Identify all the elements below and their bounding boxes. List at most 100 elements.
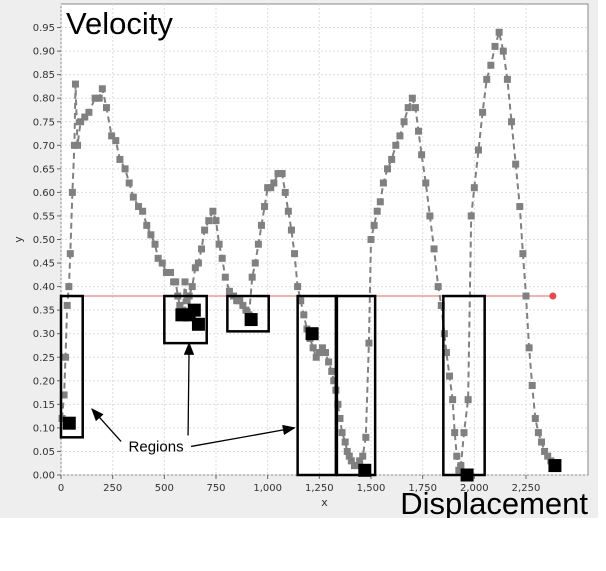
data-point bbox=[467, 212, 475, 220]
data-point bbox=[531, 414, 539, 422]
data-point bbox=[508, 118, 516, 126]
data-point bbox=[68, 188, 76, 196]
data-point bbox=[474, 146, 482, 154]
data-point bbox=[278, 170, 286, 178]
data-point bbox=[194, 259, 202, 267]
data-point bbox=[287, 226, 295, 234]
data-point bbox=[261, 203, 269, 211]
data-point bbox=[172, 278, 180, 286]
data-point bbox=[315, 349, 323, 357]
region-box bbox=[442, 294, 486, 477]
annotation-layer: Regions bbox=[91, 341, 296, 455]
data-point bbox=[95, 94, 103, 102]
data-point bbox=[236, 297, 244, 305]
data-point bbox=[411, 104, 419, 112]
x-tick-label: 1,750 bbox=[408, 483, 437, 494]
data-point bbox=[446, 372, 454, 380]
data-point bbox=[418, 151, 426, 159]
x-tick-label: 250 bbox=[103, 483, 122, 494]
highlight-point bbox=[358, 463, 372, 477]
data-point bbox=[528, 382, 536, 390]
data-point bbox=[318, 344, 326, 352]
data-point bbox=[388, 155, 396, 163]
data-point bbox=[457, 462, 465, 470]
y-tick-label: 0.00 bbox=[33, 471, 55, 482]
data-point bbox=[362, 433, 370, 441]
region-layer bbox=[59, 294, 486, 477]
data-point bbox=[300, 311, 308, 319]
data-point bbox=[81, 113, 89, 121]
data-point bbox=[328, 367, 336, 375]
y-tick-label: 0.15 bbox=[33, 400, 55, 411]
data-point bbox=[491, 42, 499, 50]
data-point bbox=[408, 94, 416, 102]
x-tick-label: 2,000 bbox=[460, 483, 489, 494]
y-tick-label: 0.90 bbox=[33, 47, 55, 58]
data-point bbox=[147, 231, 155, 239]
data-point bbox=[257, 221, 265, 229]
data-point bbox=[71, 80, 79, 88]
data-point bbox=[254, 240, 262, 248]
data-point bbox=[341, 438, 349, 446]
region-box bbox=[335, 294, 377, 477]
data-point bbox=[479, 108, 487, 116]
data-point bbox=[125, 179, 133, 187]
data-point bbox=[422, 179, 430, 187]
y-tick-label: 0.25 bbox=[33, 353, 55, 364]
data-point bbox=[121, 165, 129, 173]
x-tick-label: 750 bbox=[206, 483, 225, 494]
data-point bbox=[519, 250, 527, 258]
regions-annotation: Regions bbox=[129, 438, 184, 455]
data-point bbox=[167, 268, 175, 276]
data-point bbox=[297, 297, 305, 305]
data-point bbox=[129, 193, 137, 201]
x-tick-label: 2,250 bbox=[512, 483, 541, 494]
data-point bbox=[534, 429, 542, 437]
data-point bbox=[460, 429, 468, 437]
data-point bbox=[330, 377, 338, 385]
y-tick-label: 0.50 bbox=[33, 235, 55, 246]
data-point bbox=[143, 221, 151, 229]
data-point bbox=[470, 184, 478, 192]
data-point bbox=[415, 127, 423, 135]
data-point bbox=[343, 447, 351, 455]
data-point bbox=[239, 301, 247, 309]
data-point bbox=[373, 207, 381, 215]
y-tick-label: 0.40 bbox=[33, 282, 55, 293]
x-tick-label: 500 bbox=[155, 483, 174, 494]
data-point bbox=[487, 61, 495, 69]
data-point bbox=[251, 259, 259, 267]
data-point bbox=[85, 108, 93, 116]
data-point bbox=[365, 339, 373, 347]
data-point bbox=[541, 447, 549, 455]
data-point bbox=[453, 452, 461, 460]
data-point bbox=[154, 254, 162, 262]
data-point bbox=[225, 287, 233, 295]
data-point bbox=[270, 179, 278, 187]
y-tick-label: 0.95 bbox=[33, 23, 55, 34]
x-tick-label: 1,250 bbox=[305, 483, 334, 494]
data-point bbox=[538, 438, 545, 446]
data-point bbox=[66, 250, 74, 258]
highlight-point bbox=[62, 416, 76, 430]
data-point bbox=[248, 273, 256, 281]
data-point bbox=[139, 207, 147, 215]
highlight-point bbox=[548, 459, 562, 473]
y-tick-label: 0.10 bbox=[33, 423, 55, 434]
threshold-endpoint bbox=[549, 292, 557, 300]
data-point bbox=[503, 75, 511, 83]
data-point bbox=[102, 104, 110, 112]
data-point bbox=[376, 198, 384, 206]
data-point bbox=[434, 283, 442, 291]
data-point bbox=[188, 283, 196, 291]
y-tick-label: 0.20 bbox=[33, 376, 55, 387]
data-point bbox=[221, 273, 229, 281]
data-point bbox=[60, 391, 68, 399]
data-point bbox=[191, 264, 199, 272]
data-point bbox=[325, 358, 333, 366]
y-tick-label: 0.30 bbox=[33, 329, 55, 340]
y-tick-label: 0.85 bbox=[33, 70, 55, 81]
y-axis-label: y bbox=[12, 236, 25, 243]
y-tick-label: 0.35 bbox=[33, 306, 55, 317]
data-point bbox=[483, 75, 491, 83]
